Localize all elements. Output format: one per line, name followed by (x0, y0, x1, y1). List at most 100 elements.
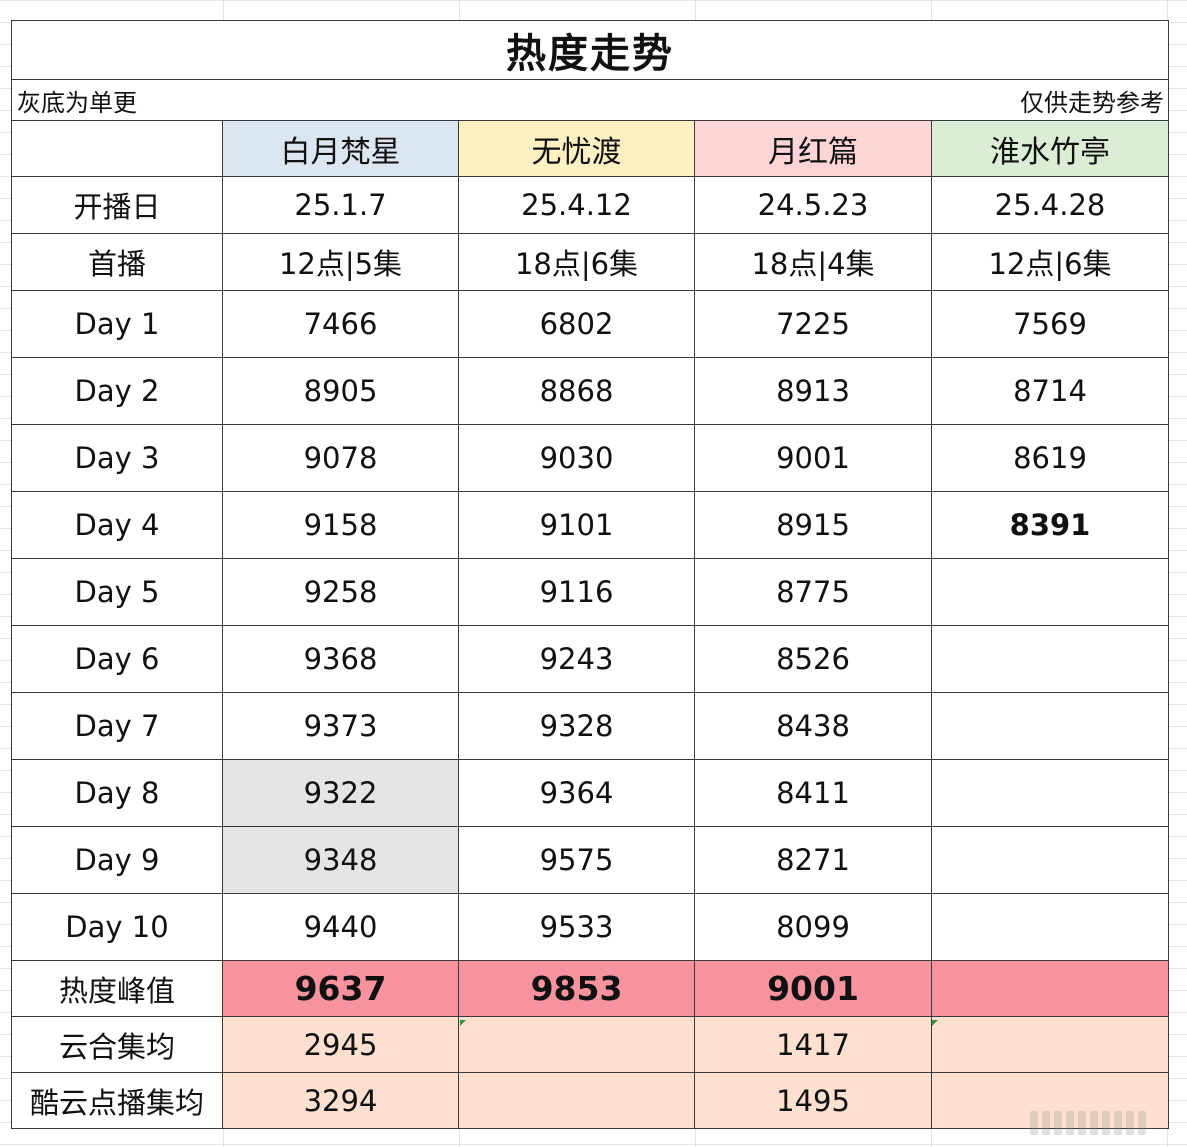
table-cell: 9158 (222, 491, 459, 559)
table-cell: 25.4.12 (458, 176, 695, 234)
table-row: Day 5 9258 9116 8775 (11, 558, 1170, 626)
show-header-3: 月红篇 (694, 120, 932, 177)
table-cell: 25.1.7 (222, 176, 459, 234)
peak-row: 热度峰值 9637 9853 9001 (11, 960, 1170, 1017)
kuyun-average-row: 酷云点播集均 3294 1495 (11, 1072, 1170, 1129)
peak-cell: 9853 (458, 960, 695, 1017)
table-cell: 8411 (694, 759, 932, 827)
table-cell (930, 692, 1170, 760)
table-cell: 24.5.23 (694, 176, 932, 234)
table-cell: 8526 (694, 625, 932, 693)
table-cell: 9328 (458, 692, 695, 760)
table-cell: 25.4.28 (930, 176, 1170, 234)
table-cell: 12点|6集 (930, 233, 1170, 291)
row-label: 开播日 (11, 176, 223, 234)
table-cell: 9440 (222, 893, 459, 961)
show-header-2: 无忧渡 (458, 120, 695, 177)
table-cell: 9258 (222, 558, 459, 626)
average-cell (458, 1016, 695, 1073)
note-single-update: 灰底为单更 (11, 79, 459, 121)
table-cell: 6802 (458, 290, 695, 358)
table-cell: 8438 (694, 692, 932, 760)
first-broadcast-row: 首播 12点|5集 18点|6集 18点|4集 12点|6集 (11, 233, 1170, 291)
table-cell: 9575 (458, 826, 695, 894)
single-update-cell: 9348 (222, 826, 459, 894)
table-cell (930, 893, 1170, 961)
table-row: Day 3 9078 9030 9001 8619 (11, 424, 1170, 492)
premiere-date-row: 开播日 25.1.7 25.4.12 24.5.23 25.4.28 (11, 176, 1170, 234)
table-cell: 9116 (458, 558, 695, 626)
peak-cell (930, 960, 1170, 1017)
cell-comment-marker (932, 1020, 938, 1026)
row-label: Day 5 (11, 558, 223, 626)
table-cell (930, 759, 1170, 827)
row-label: Day 6 (11, 625, 223, 693)
table-cell (930, 558, 1170, 626)
row-label: 热度峰值 (11, 960, 223, 1017)
table-cell: 9373 (222, 692, 459, 760)
row-label: Day 2 (11, 357, 223, 425)
peak-cell: 9001 (694, 960, 932, 1017)
table-row: Day 7 9373 9328 8438 (11, 692, 1170, 760)
yunhe-average-row: 云合集均 2945 1417 (11, 1016, 1170, 1073)
table-cell: 8868 (458, 357, 695, 425)
table-cell: 7466 (222, 290, 459, 358)
average-cell: 1417 (694, 1016, 932, 1073)
table-cell: 9001 (694, 424, 932, 492)
table-cell: 8915 (694, 491, 932, 559)
average-cell: 1495 (694, 1072, 932, 1129)
table-cell: 8619 (930, 424, 1170, 492)
row-label: Day 9 (11, 826, 223, 894)
table-title: 热度走势 (10, 20, 1170, 80)
table-row: Day 6 9368 9243 8526 (11, 625, 1170, 693)
corner-cell (11, 120, 223, 177)
row-label: 首播 (11, 233, 223, 291)
table-cell: 7569 (930, 290, 1170, 358)
row-label: 云合集均 (11, 1016, 223, 1073)
average-cell (930, 1072, 1170, 1129)
table-cell: 8271 (694, 826, 932, 894)
show-header-4: 淮水竹亭 (930, 120, 1170, 177)
table-cell: 8775 (694, 558, 932, 626)
average-cell (458, 1072, 695, 1129)
row-label: Day 4 (11, 491, 223, 559)
table-cell: 8905 (222, 357, 459, 425)
watermark-logo (1030, 1108, 1180, 1138)
average-cell: 2945 (222, 1016, 459, 1073)
note-disclaimer: 仅供走势参考 (458, 79, 1170, 121)
table-row: Day 4 9158 9101 8915 8391 (11, 491, 1170, 559)
table-row: Day 9 9348 9575 8271 (11, 826, 1170, 894)
table-cell: 9533 (458, 893, 695, 961)
row-label: Day 3 (11, 424, 223, 492)
table-cell: 9368 (222, 625, 459, 693)
row-label: Day 8 (11, 759, 223, 827)
table-cell: 8714 (930, 357, 1170, 425)
table-cell: 18点|4集 (694, 233, 932, 291)
table-cell: 12点|5集 (222, 233, 459, 291)
table-cell (930, 826, 1170, 894)
table-row: Day 8 9322 9364 8411 (11, 759, 1170, 827)
table-row: Day 2 8905 8868 8913 8714 (11, 357, 1170, 425)
table-cell: 9030 (458, 424, 695, 492)
table-cell: 18点|6集 (458, 233, 695, 291)
table-cell: 8099 (694, 893, 932, 961)
peak-cell: 9637 (222, 960, 459, 1017)
single-update-cell: 9322 (222, 759, 459, 827)
row-label: 酷云点播集均 (11, 1072, 223, 1129)
average-cell: 3294 (222, 1072, 459, 1129)
row-label: Day 7 (11, 692, 223, 760)
note-row: 灰底为单更 仅供走势参考 (11, 79, 1170, 121)
table-row: Day 1 7466 6802 7225 7569 (11, 290, 1170, 358)
show-header-row: 白月梵星 无忧渡 月红篇 淮水竹亭 (11, 120, 1170, 177)
table-row: Day 10 9440 9533 8099 (11, 893, 1170, 961)
table-cell: 9364 (458, 759, 695, 827)
table-cell: 9078 (222, 424, 459, 492)
table-cell: 7225 (694, 290, 932, 358)
table-cell: 9243 (458, 625, 695, 693)
table-cell: 8913 (694, 357, 932, 425)
title-row: 热度走势 (10, 20, 1170, 80)
row-label: Day 10 (11, 893, 223, 961)
table-cell: 9101 (458, 491, 695, 559)
show-header-1: 白月梵星 (222, 120, 459, 177)
table-cell-bold: 8391 (930, 491, 1170, 559)
